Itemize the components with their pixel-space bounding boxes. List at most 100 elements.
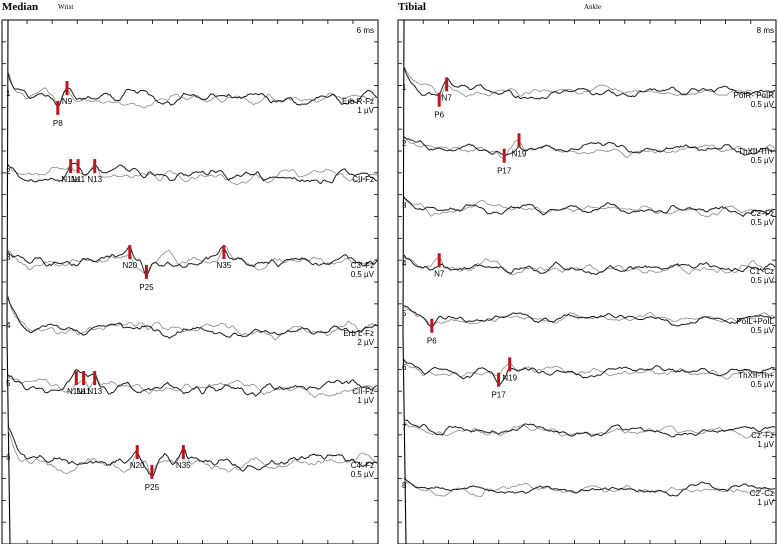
peak-marker [517, 133, 521, 148]
channel-gain-label: 0.5 µV [751, 156, 775, 165]
peak-label: N13 [87, 387, 102, 396]
channel-gain-label: 1 µV [357, 106, 374, 115]
channel-6: 6 C4'-Fz0.5 µV N20 P25 N35 [6, 426, 378, 492]
channel-number: 1 [6, 89, 11, 98]
trace-replicate-1 [403, 477, 776, 497]
channel-derivation-label: CII-Fz [352, 175, 374, 184]
trace-replicate-2 [7, 295, 378, 341]
peak-label: N20 [130, 461, 145, 470]
channel-number: 6 [6, 453, 11, 462]
time-scale-label: 8 ms [757, 26, 774, 35]
peak-label: N11 [71, 175, 86, 184]
channel-gain-label: 0.5 µV [751, 276, 775, 285]
trace-replicate-1 [403, 419, 776, 438]
channel-derivation-label: C4'-Fz [351, 461, 374, 470]
peak-label: P6 [434, 111, 444, 120]
channel-derivation-label: PoIR- PoIR [734, 91, 775, 100]
stimulus-artifact [402, 19, 407, 544]
peak-marker [150, 464, 154, 479]
channel-number: 4 [6, 321, 11, 330]
channel-number: 4 [402, 259, 407, 268]
trace-replicate-2 [403, 420, 776, 439]
channel-number: 8 [402, 481, 407, 490]
trace-replicate-1 [403, 305, 776, 327]
peak-label: P8 [53, 119, 63, 128]
channel-gain-label: 1 µV [757, 498, 774, 507]
channel-number: 2 [402, 139, 407, 148]
stimulation-site-label: Ankle [584, 3, 601, 11]
channel-gain-label: 0.5 µV [351, 270, 375, 279]
channel-number: 6 [402, 363, 407, 372]
peak-marker [222, 245, 226, 260]
channel-derivation-label: ThXII-Th+ [738, 371, 774, 380]
peak-label: N19 [512, 149, 527, 158]
peak-label: N20 [122, 261, 137, 270]
peak-marker [502, 148, 506, 163]
channel-gain-label: 0.5 µV [751, 380, 775, 389]
peak-marker [445, 77, 449, 92]
channel-gain-label: 0.5 µV [751, 100, 775, 109]
peak-marker [181, 445, 185, 460]
trace-replicate-1 [7, 72, 378, 107]
peak-marker [74, 371, 78, 386]
peak-marker [69, 159, 73, 174]
peak-label: N13 [87, 175, 102, 184]
trace-replicate-1 [7, 297, 378, 339]
peak-label: N11a [67, 387, 86, 396]
trace-replicate-1 [403, 196, 776, 218]
channel-number: 3 [402, 201, 407, 210]
peak-marker [93, 159, 97, 174]
peak-marker [437, 253, 441, 268]
channel-gain-label: 2 µV [357, 338, 374, 347]
time-scale-label: 6 ms [357, 26, 374, 35]
peak-label: N35 [217, 261, 232, 270]
channel-derivation-label: Erb L-Fz [343, 329, 374, 338]
panel-frame [397, 19, 777, 544]
channel-3: 3 C3'-Fz0.5 µV N20 P25 N35 [6, 245, 378, 292]
channel-derivation-label: C2'-Fz [751, 209, 774, 218]
trace-replicate-2 [403, 197, 776, 218]
peak-marker [82, 371, 86, 386]
peak-marker [128, 245, 132, 260]
trace-replicate-2 [7, 71, 378, 109]
channel-number: 5 [402, 309, 407, 318]
trace-replicate-2 [7, 245, 378, 275]
peak-marker [437, 92, 441, 107]
channel-derivation-label: C2'-Cz [750, 489, 774, 498]
channel-gain-label: 0.5 µV [751, 326, 775, 335]
trace-replicate-2 [7, 428, 378, 476]
peak-label: N19 [502, 373, 517, 382]
channel-number: 3 [6, 253, 11, 262]
channel-number: 2 [6, 167, 11, 176]
peak-label: N11 [77, 387, 92, 396]
channel-derivation-label: ThXII-Th+ [738, 147, 774, 156]
channel-number: 5 [6, 379, 11, 388]
peak-label: P17 [497, 167, 512, 176]
channel-6: 6 ThXII-Th+0.5 µV P17 N19 [402, 357, 776, 400]
trace-replicate-1 [7, 245, 378, 277]
peak-marker [76, 159, 80, 174]
trace-replicate-1 [403, 359, 776, 386]
channel-number: 1 [402, 83, 407, 92]
trace-replicate-1 [403, 136, 776, 156]
stimulus-artifact [6, 19, 11, 544]
channel-8: 8 C2'-Cz1 µV [402, 477, 776, 507]
peak-label: N7 [442, 93, 453, 102]
peak-label: P25 [139, 283, 154, 292]
trace-replicate-2 [403, 478, 776, 498]
trace-replicate-1 [7, 369, 378, 397]
channel-derivation-label: C3'-Fz [351, 261, 374, 270]
channel-4: 4 Erb L-Fz2 µV [6, 295, 378, 347]
peak-marker [508, 357, 512, 372]
trace-replicate-2 [403, 135, 776, 159]
channel-derivation-label: PoIL+PoIL [736, 317, 774, 326]
channel-gain-label: 1 µV [757, 440, 774, 449]
peak-label: N9 [62, 97, 73, 106]
trace-replicate-2 [403, 65, 776, 99]
peak-label: P25 [145, 483, 160, 492]
